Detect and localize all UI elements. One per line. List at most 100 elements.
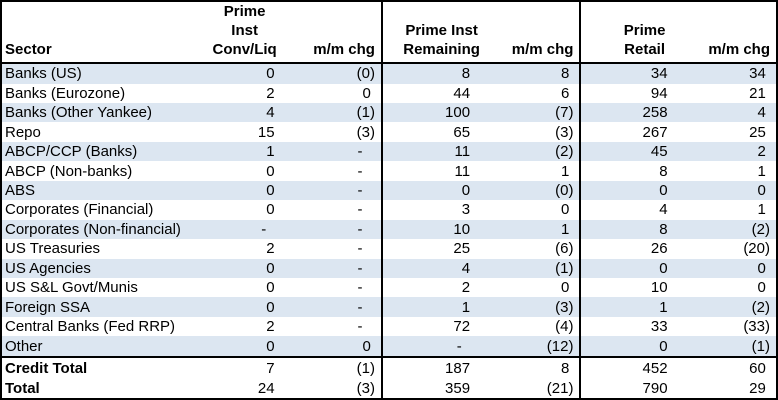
cell-mm-chg-3: 4 bbox=[757, 104, 770, 122]
cell-retail: 790 bbox=[642, 379, 672, 397]
cell-conv-liq: 0 bbox=[266, 259, 279, 277]
cell-conv-liq: 1 bbox=[266, 143, 279, 161]
cell-mm-chg-1: (3) bbox=[284, 122, 383, 142]
cell-retail: 8 bbox=[659, 162, 672, 180]
table-row: Repo 15 (3) 65 (3) 267 25 bbox=[1, 122, 777, 142]
cell-remaining: 3 bbox=[461, 201, 475, 219]
cell-remaining: 187 bbox=[381, 356, 481, 378]
cell-mm-chg-2: 8 bbox=[480, 356, 582, 378]
total-row: Total 24 (3) 359 (21) 790 29 bbox=[1, 378, 777, 399]
row-label: Corporates (Non-financial) bbox=[5, 220, 181, 238]
cell-remaining: 11 bbox=[454, 143, 475, 161]
cell-conv-liq: 0 bbox=[266, 162, 279, 180]
table-row: ABCP (Non-banks) 0 - 11 1 8 1 bbox=[1, 161, 777, 181]
cell-mm-chg-3: (2) bbox=[751, 220, 770, 238]
row-label: US S&L Govt/Munis bbox=[5, 279, 138, 297]
cell-remaining: 25 bbox=[453, 240, 475, 258]
cell-mm-chg-1: - bbox=[284, 161, 383, 181]
cell-remaining: - bbox=[456, 337, 475, 355]
cell-retail: 267 bbox=[642, 123, 672, 141]
cell-remaining: 65 bbox=[453, 123, 475, 141]
column-header-sector: Sector bbox=[1, 1, 205, 64]
table-row: US Agencies 0 - 4 (1) 0 0 bbox=[1, 258, 777, 278]
cell-remaining: 1 bbox=[461, 298, 475, 316]
cell-retail: 45 bbox=[650, 143, 672, 161]
cell-conv-liq: 2 bbox=[266, 240, 279, 258]
column-header-label: m/m chg bbox=[511, 41, 574, 58]
cell-mm-chg-2: (6) bbox=[480, 239, 582, 259]
cell-mm-chg-3: 29 bbox=[749, 379, 770, 397]
column-header-prime-inst-remaining: Prime Inst Remaining bbox=[381, 1, 481, 64]
cell-mm-chg-2: 0 bbox=[480, 200, 582, 220]
cell-remaining: 11 bbox=[454, 162, 475, 180]
cell-mm-chg-1: - bbox=[284, 258, 383, 278]
cell-mm-chg-3: 34 bbox=[749, 65, 770, 83]
column-header-label-line1: Prime Inst bbox=[223, 3, 266, 39]
cell-mm-chg-1: - bbox=[284, 277, 383, 298]
column-header-label: Sector bbox=[5, 41, 52, 58]
cell-conv-liq: 0 bbox=[266, 337, 279, 355]
cell-mm-chg-2: 1 bbox=[480, 161, 582, 181]
cell-mm-chg-2: (2) bbox=[480, 141, 582, 162]
cell-retail: 0 bbox=[659, 181, 672, 199]
cell-conv-liq: 2 bbox=[266, 84, 279, 102]
cell-mm-chg-2: 0 bbox=[480, 277, 582, 298]
cell-mm-chg-3: 1 bbox=[757, 201, 770, 219]
cell-conv-liq: 15 bbox=[257, 123, 279, 141]
cell-conv-liq: 4 bbox=[266, 104, 279, 122]
cell-conv-liq: 0 bbox=[266, 298, 279, 316]
cell-mm-chg-3: (1) bbox=[751, 337, 770, 355]
cell-remaining: 0 bbox=[461, 181, 475, 199]
cell-mm-chg-2: 8 bbox=[480, 63, 582, 84]
cell-retail: 0 bbox=[659, 337, 672, 355]
cell-retail: 10 bbox=[650, 279, 672, 297]
cell-mm-chg-3: (33) bbox=[743, 318, 770, 336]
table-row: Banks (US) 0 (0) 8 8 34 34 bbox=[1, 63, 777, 84]
cell-mm-chg-3: (20) bbox=[743, 240, 770, 258]
column-header-prime-retail: Prime Retail bbox=[580, 1, 678, 64]
cell-mm-chg-1: - bbox=[284, 316, 383, 337]
cell-mm-chg-1: - bbox=[284, 239, 383, 259]
cell-mm-chg-1: 0 bbox=[284, 83, 383, 104]
cell-mm-chg-1: 0 bbox=[284, 336, 383, 357]
column-header-mm-chg-2: m/m chg bbox=[480, 1, 582, 64]
row-label: Total bbox=[5, 379, 40, 397]
cell-mm-chg-2: (4) bbox=[480, 316, 582, 337]
table-row: Corporates (Financial) 0 - 3 0 4 1 bbox=[1, 200, 777, 220]
column-header-label: m/m chg bbox=[313, 41, 375, 58]
cell-mm-chg-2: (1) bbox=[480, 258, 582, 278]
cell-mm-chg-3: 2 bbox=[757, 143, 770, 161]
cell-retail: 8 bbox=[659, 220, 672, 238]
cell-remaining: 44 bbox=[453, 84, 475, 102]
cell-mm-chg-2: (21) bbox=[480, 378, 582, 399]
cell-retail: 452 bbox=[580, 356, 678, 378]
cell-remaining: 2 bbox=[461, 279, 475, 297]
cell-mm-chg-1: (3) bbox=[284, 378, 383, 399]
cell-mm-chg-3: 1 bbox=[757, 162, 770, 180]
cell-mm-chg-3: 21 bbox=[749, 84, 770, 102]
column-header-label-line2: Remaining bbox=[403, 41, 480, 58]
cell-mm-chg-3: 60 bbox=[677, 356, 777, 378]
cell-retail: 0 bbox=[659, 259, 672, 277]
column-header-mm-chg-3: m/m chg bbox=[677, 1, 777, 64]
cell-mm-chg-1: - bbox=[284, 141, 383, 162]
cell-mm-chg-1: - bbox=[284, 200, 383, 220]
cell-remaining: 100 bbox=[445, 104, 475, 122]
table-row: US Treasuries 2 - 25 (6) 26 (20) bbox=[1, 239, 777, 259]
row-label: Repo bbox=[5, 123, 41, 141]
cell-retail: 1 bbox=[659, 298, 672, 316]
table-row: Foreign SSA 0 - 1 (3) 1 (2) bbox=[1, 297, 777, 317]
cell-remaining: 359 bbox=[445, 379, 475, 397]
cell-conv-liq: 0 bbox=[266, 65, 279, 83]
cell-mm-chg-3: 0 bbox=[757, 259, 770, 277]
row-label: ABCP/CCP (Banks) bbox=[5, 143, 138, 161]
column-header-prime-inst-conv-liq: Prime Inst Conv/Liq bbox=[204, 1, 285, 64]
row-label: Credit Total bbox=[1, 356, 205, 378]
cell-conv-liq: 0 bbox=[266, 279, 279, 297]
cell-mm-chg-1: - bbox=[284, 180, 383, 201]
row-label: Central Banks (Fed RRP) bbox=[5, 318, 176, 336]
row-label: Banks (Eurozone) bbox=[5, 84, 126, 102]
cell-mm-chg-2: 1 bbox=[480, 219, 582, 240]
cell-conv-liq: 24 bbox=[257, 379, 279, 397]
table-row: ABS 0 - 0 (0) 0 0 bbox=[1, 180, 777, 201]
